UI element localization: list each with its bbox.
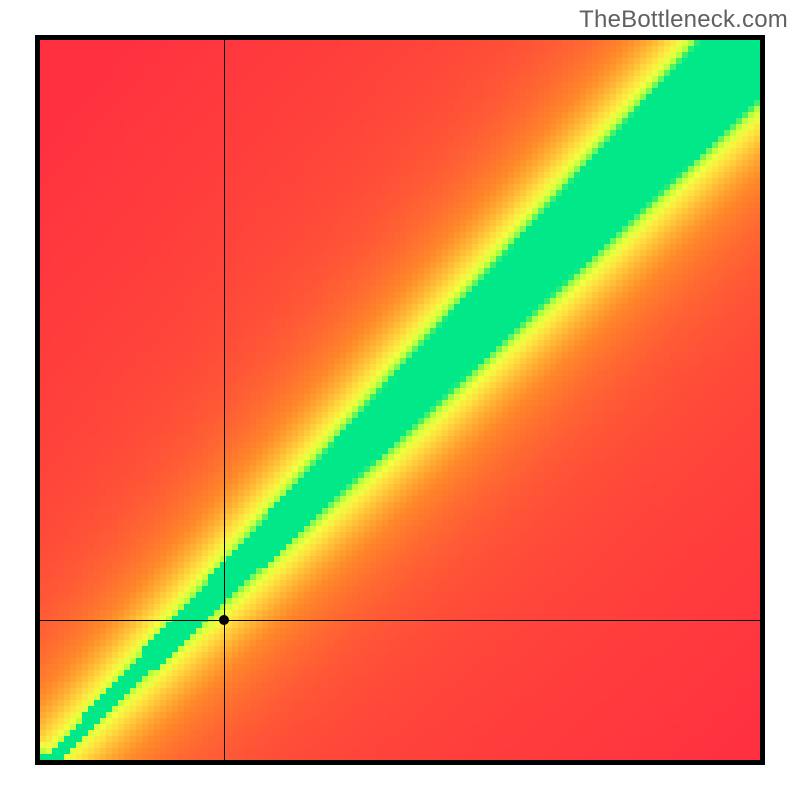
plot-frame (35, 35, 765, 765)
watermark-text: TheBottleneck.com (579, 6, 788, 34)
crosshair-vertical (224, 40, 225, 760)
heatmap-canvas (40, 40, 760, 760)
crosshair-point (219, 615, 229, 625)
crosshair-horizontal (40, 620, 760, 621)
